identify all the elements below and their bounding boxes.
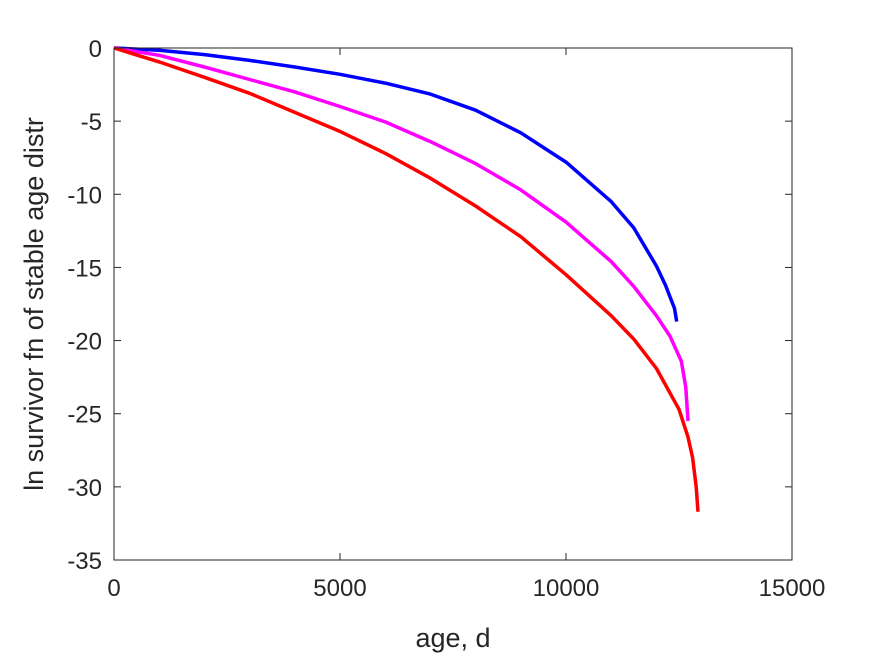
x-axis-label: age, d — [415, 623, 490, 653]
x-tick-label: 15000 — [759, 575, 826, 602]
y-tick-label: 0 — [89, 36, 102, 63]
x-tick-label: 0 — [107, 575, 120, 602]
y-tick-label: -20 — [67, 329, 102, 356]
y-tick-label: -30 — [67, 475, 102, 502]
y-tick-label: -25 — [67, 402, 102, 429]
x-tick-label: 10000 — [533, 575, 600, 602]
series-line-2 — [113, 46, 690, 422]
plot-box — [113, 47, 793, 561]
series-line-3 — [113, 46, 700, 512]
ticks-layer: 0 5000 10000 15000 0 -5 -10 -15 -20 -25 -30 -35 — [67, 36, 825, 602]
series-line-1 — [113, 46, 679, 322]
y-tick-label: -10 — [67, 182, 102, 209]
y-tick-label: -15 — [67, 255, 102, 282]
y-tick-label: -35 — [67, 548, 102, 575]
series-layer — [113, 46, 700, 512]
y-tick-label: -5 — [81, 109, 102, 136]
y-axis-label: ln survivor fn of stable age distr — [19, 117, 49, 491]
x-tick-label: 5000 — [313, 575, 366, 602]
plot-background — [114, 48, 792, 560]
